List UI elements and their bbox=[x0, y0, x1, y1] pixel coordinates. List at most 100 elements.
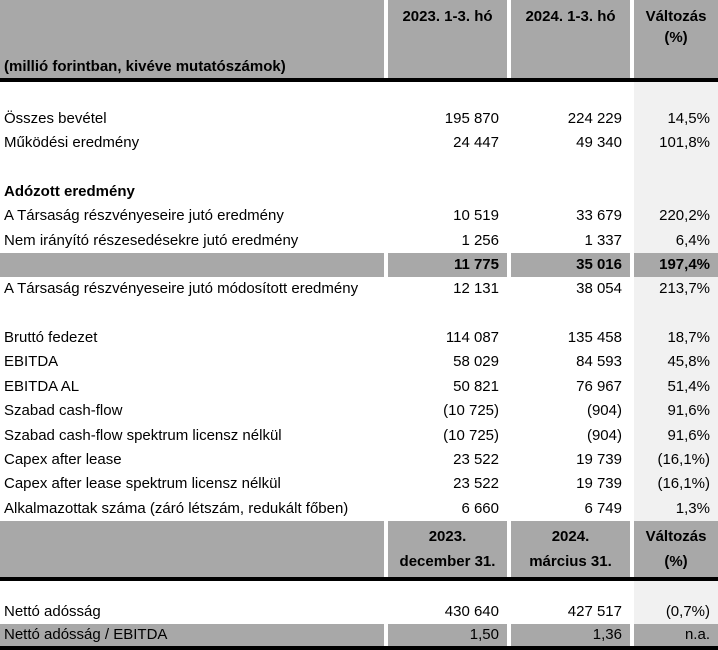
value-2023: 58 029 bbox=[384, 350, 507, 375]
value-2023: 1,50 bbox=[384, 624, 507, 647]
value-change: 14,5% bbox=[630, 106, 718, 131]
value-2023: 114 087 bbox=[384, 325, 507, 351]
value-2024 bbox=[507, 581, 630, 601]
col-header-2023-q1: 2023. 1-3. hó bbox=[384, 0, 507, 78]
value-2023: 24 447 bbox=[384, 130, 507, 156]
value-change: 6,4% bbox=[630, 228, 718, 253]
value-change: n.a. bbox=[630, 624, 718, 647]
value-2023: 10 519 bbox=[384, 203, 507, 229]
value-2024 bbox=[507, 179, 630, 204]
table-row: A Társaság részvényeseire jutó eredmény 1… bbox=[0, 203, 718, 229]
value-2024: 84 593 bbox=[507, 350, 630, 375]
value-2024: 19 739 bbox=[507, 447, 630, 473]
value-2023 bbox=[384, 581, 507, 601]
table-row: Nettó adósság / EBITDA 1,50 1,36 n.a. bbox=[0, 624, 718, 647]
table-row: Működési eredmény 24 447 49 340 101,8% bbox=[0, 130, 718, 156]
col-header-2024-mar31: 2024. március 31. bbox=[507, 521, 630, 578]
row-label: Adózott eredmény bbox=[4, 182, 135, 200]
table-row: Bruttó fedezet 114 087 135 458 18,7% bbox=[0, 325, 718, 351]
table-row bbox=[0, 155, 718, 180]
row-label: Összes bevétel bbox=[4, 109, 107, 127]
value-2023 bbox=[384, 155, 507, 180]
row-label: Capex after lease bbox=[4, 451, 122, 469]
value-change: 51,4% bbox=[630, 374, 718, 400]
value-2023: (10 725) bbox=[384, 423, 507, 448]
value-change bbox=[630, 155, 718, 180]
col-header-change-percent-2: Változás (%) bbox=[630, 521, 718, 578]
table-header-balance: 2023. december 31. 2024. március 31. Vál… bbox=[0, 521, 718, 582]
header-row-quarterly: (millió forintban, kivéve mutatószámok) … bbox=[0, 0, 718, 78]
value-change bbox=[630, 301, 718, 326]
bottom-rule bbox=[0, 646, 718, 650]
table-row bbox=[0, 581, 718, 601]
row-label: EBITDA bbox=[4, 353, 59, 371]
value-2023: 50 821 bbox=[384, 374, 507, 400]
row-label bbox=[0, 252, 384, 278]
quarterly-rows: Összes bevétel 195 870 224 229 14,5% Működés… bbox=[0, 82, 718, 522]
value-2024: 6 749 bbox=[507, 496, 630, 522]
table-header-quarterly: (millió forintban, kivéve mutatószámok) … bbox=[0, 0, 718, 82]
value-2023: 430 640 bbox=[384, 600, 507, 625]
value-2023: 23 522 bbox=[384, 447, 507, 473]
table-row: A Társaság részvényeseire jutó módosítot… bbox=[0, 277, 718, 302]
row-label bbox=[0, 82, 384, 106]
row-label bbox=[0, 302, 384, 326]
table-row: 11 775 35 016 197,4% bbox=[0, 252, 718, 278]
value-2024: 224 229 bbox=[507, 106, 630, 131]
table-row: EBITDA 58 029 84 593 45,8% bbox=[0, 350, 718, 375]
table-row: Alkalmazottak száma (záró létszám, reduk… bbox=[0, 496, 718, 522]
col-header-change-percent: Változás (%) bbox=[630, 0, 718, 78]
table-row: Szabad cash-flow (10 725) (904) 91,6% bbox=[0, 399, 718, 424]
row-label: Capex after lease spektrum licensz nélkü… bbox=[4, 475, 281, 493]
value-change bbox=[630, 82, 718, 107]
col-header-2024-q1: 2024. 1-3. hó bbox=[507, 0, 630, 78]
value-2024: (904) bbox=[507, 399, 630, 424]
value-2023: 195 870 bbox=[384, 106, 507, 131]
value-2024: (904) bbox=[507, 423, 630, 448]
value-2023: 11 775 bbox=[384, 252, 507, 278]
table-row bbox=[0, 82, 718, 107]
value-2024: 135 458 bbox=[507, 325, 630, 351]
value-2023: 12 131 bbox=[384, 277, 507, 302]
value-2023: 23 522 bbox=[384, 472, 507, 497]
header-row-balance: 2023. december 31. 2024. március 31. Vál… bbox=[0, 521, 718, 578]
row-label bbox=[0, 155, 384, 179]
table-row: Adózott eredmény bbox=[0, 179, 718, 204]
value-change: 91,6% bbox=[630, 423, 718, 448]
row-label: Szabad cash-flow spektrum licensz nélkül bbox=[4, 426, 282, 444]
row-label: Alkalmazottak száma (záró létszám, reduk… bbox=[4, 499, 349, 517]
value-2023 bbox=[384, 82, 507, 107]
row-label bbox=[0, 581, 384, 600]
value-2023: 6 660 bbox=[384, 496, 507, 522]
value-2023: 1 256 bbox=[384, 228, 507, 253]
value-change: (0,7%) bbox=[630, 600, 718, 625]
header-balance-label bbox=[0, 521, 384, 578]
value-2024: 35 016 bbox=[507, 252, 630, 278]
value-change: 1,3% bbox=[630, 496, 718, 522]
value-2024: 1 337 bbox=[507, 228, 630, 253]
table-row: Capex after lease 23 522 19 739 (16,1%) bbox=[0, 447, 718, 473]
value-change: (16,1%) bbox=[630, 447, 718, 473]
value-change: 18,7% bbox=[630, 325, 718, 351]
value-change: 91,6% bbox=[630, 399, 718, 424]
value-2023: (10 725) bbox=[384, 399, 507, 424]
row-label: Bruttó fedezet bbox=[4, 329, 98, 347]
table-row bbox=[0, 301, 718, 326]
balance-rows: Nettó adósság 430 640 427 517 (0,7%) Nettó a… bbox=[0, 581, 718, 647]
value-2024: 1,36 bbox=[507, 624, 630, 647]
table-row: Capex after lease spektrum licensz nélkü… bbox=[0, 472, 718, 497]
value-change: 220,2% bbox=[630, 203, 718, 229]
table-footer bbox=[0, 646, 718, 650]
value-2024: 427 517 bbox=[507, 600, 630, 625]
table-row: Nem irányító részesedésekre jutó eredmén… bbox=[0, 228, 718, 253]
divider-rule bbox=[0, 577, 718, 582]
table-row: EBITDA AL 50 821 76 967 51,4% bbox=[0, 374, 718, 400]
table-row: Nettó adósság 430 640 427 517 (0,7%) bbox=[0, 600, 718, 625]
value-2023 bbox=[384, 301, 507, 326]
row-label: A Társaság részvényeseire jutó módosítot… bbox=[4, 280, 359, 298]
row-label: Szabad cash-flow bbox=[4, 402, 123, 420]
row-label: Nem irányító részesedésekre jutó eredmén… bbox=[4, 231, 299, 249]
row-label: Nettó adósság bbox=[4, 603, 101, 621]
